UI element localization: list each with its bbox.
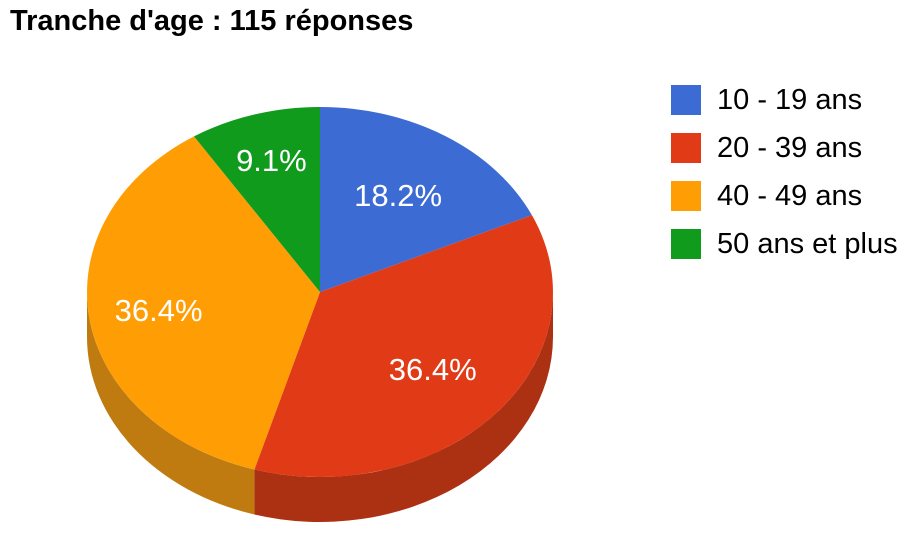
slice-label: 36.4% xyxy=(389,352,477,387)
legend-swatch-orange xyxy=(671,181,701,211)
legend-item-20-39: 20 - 39 ans xyxy=(671,133,898,163)
pie-slice-50-ans-et-plus[interactable] xyxy=(194,107,320,292)
legend-item-40-49: 40 - 49 ans xyxy=(671,181,898,211)
slice-label: 9.1% xyxy=(236,143,307,178)
pie-slice-20---39-ans[interactable] xyxy=(254,215,553,477)
legend-label: 40 - 49 ans xyxy=(717,180,863,212)
pie-slice-side-40---49-ans xyxy=(87,292,255,515)
pie-slice-40---49-ans[interactable] xyxy=(87,136,321,470)
legend-swatch-green xyxy=(671,229,701,259)
chart-title: Tranche d'age : 115 réponses xyxy=(10,5,414,37)
legend: 10 - 19 ans 20 - 39 ans 40 - 49 ans 50 a… xyxy=(671,85,898,277)
legend-item-50-plus: 50 ans et plus xyxy=(671,229,898,259)
pie-slice-10---19-ans[interactable] xyxy=(320,107,532,292)
legend-label: 50 ans et plus xyxy=(717,228,898,260)
legend-swatch-red xyxy=(671,133,701,163)
slice-label: 36.4% xyxy=(115,293,203,328)
slice-label: 18.2% xyxy=(354,178,442,213)
legend-swatch-blue xyxy=(671,85,701,115)
pie-slice-side-20---39-ans xyxy=(254,292,553,522)
legend-item-10-19: 10 - 19 ans xyxy=(671,85,898,115)
legend-label: 20 - 39 ans xyxy=(717,132,863,164)
legend-label: 10 - 19 ans xyxy=(717,84,863,116)
